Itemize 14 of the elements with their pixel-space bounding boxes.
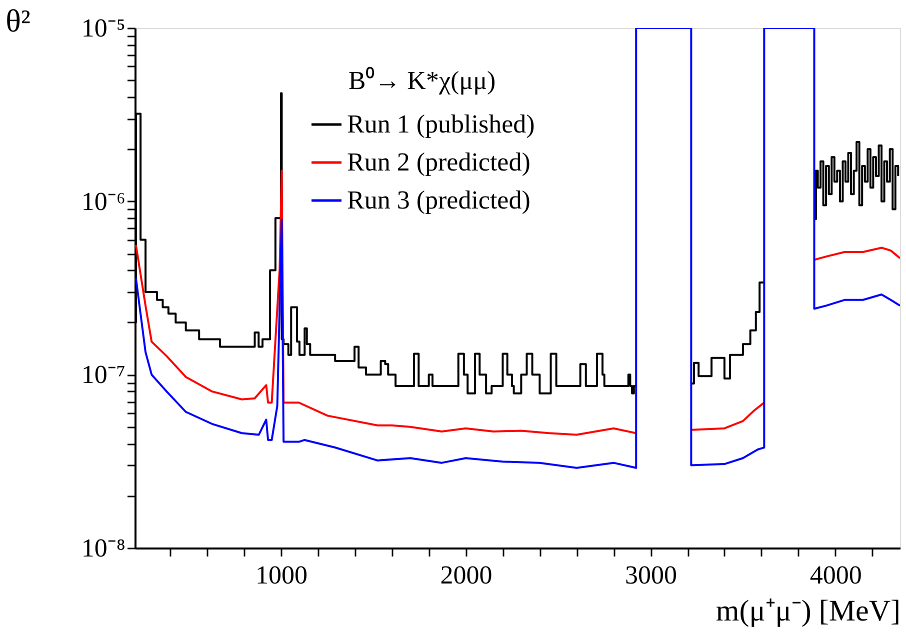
x-tick-label: 3000 — [625, 560, 678, 590]
legend-label: Run 1 (published) — [347, 110, 535, 138]
y-tick-label: 10⁻⁵ — [81, 14, 126, 42]
y-tick-label: 10⁻⁶ — [81, 186, 126, 216]
legend-label: Run 2 (predicted) — [347, 148, 530, 176]
y-axis-title: θ² — [6, 2, 30, 38]
y-tick-label: 10⁻⁷ — [81, 360, 126, 390]
x-tick-label: 2000 — [440, 560, 492, 590]
x-tick-label: 4000 — [810, 560, 862, 590]
legend-title: B⁰→ K*χ(μμ) — [348, 66, 496, 95]
y-tick-label: 10⁻⁸ — [81, 534, 126, 562]
x-tick-label: 1000 — [255, 560, 308, 590]
legend-label: Run 3 (predicted) — [347, 186, 530, 214]
x-axis-title: m(μ⁺μ⁻) [MeV] — [716, 594, 900, 628]
